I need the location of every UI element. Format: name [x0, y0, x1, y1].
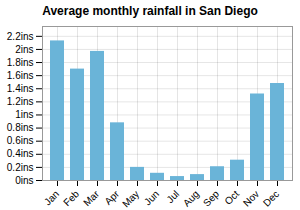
- svg-text:May: May: [120, 188, 141, 209]
- svg-text:0.8ins: 0.8ins: [7, 122, 34, 133]
- svg-text:2ins: 2ins: [15, 44, 33, 55]
- svg-text:1.2ins: 1.2ins: [7, 96, 34, 107]
- svg-text:1ins: 1ins: [15, 109, 33, 120]
- svg-text:0.6ins: 0.6ins: [7, 135, 34, 146]
- svg-text:1.8ins: 1.8ins: [7, 57, 34, 68]
- svg-text:1.6ins: 1.6ins: [7, 70, 34, 81]
- svg-text:0.2ins: 0.2ins: [7, 162, 34, 173]
- svg-text:0.4ins: 0.4ins: [7, 148, 34, 159]
- svg-text:Dec: Dec: [261, 188, 281, 208]
- svg-text:Nov: Nov: [241, 188, 261, 208]
- svg-text:Sep: Sep: [201, 188, 222, 209]
- svg-text:Aug: Aug: [181, 188, 201, 208]
- svg-text:Feb: Feb: [61, 188, 81, 208]
- svg-text:Oct: Oct: [222, 188, 241, 207]
- svg-text:Apr: Apr: [102, 188, 121, 207]
- svg-text:Jan: Jan: [42, 188, 61, 207]
- html-text:Average monthly rainfall in Sa: Average monthly rainfall in San Diego: [42, 4, 258, 18]
- svg-text:2.2ins: 2.2ins: [7, 31, 34, 42]
- svg-text:1.4ins: 1.4ins: [7, 83, 34, 94]
- svg-text:Mar: Mar: [81, 188, 101, 208]
- svg-text:Jun: Jun: [142, 188, 161, 207]
- svg-text:0ins: 0ins: [15, 175, 33, 186]
- svg-text:Jul: Jul: [164, 188, 181, 205]
